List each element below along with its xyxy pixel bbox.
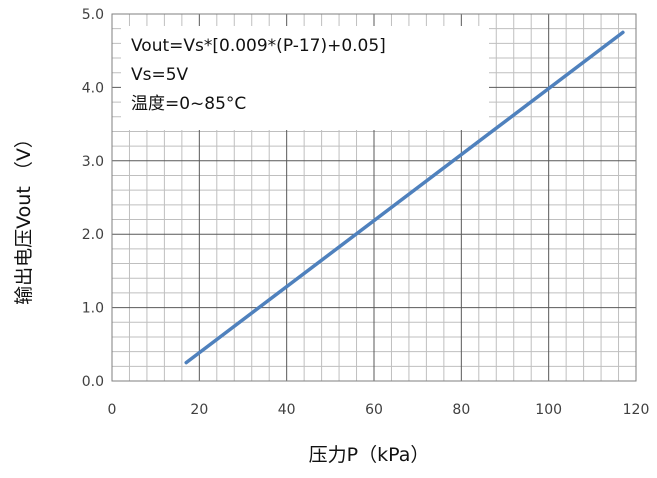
x-tick-label: 20 <box>190 402 208 418</box>
series-line <box>184 30 625 365</box>
x-tick-label: 0 <box>108 402 117 418</box>
y-axis-title: 输出电压Vout （V） <box>13 129 35 305</box>
annotation-box <box>121 26 489 130</box>
y-tick-label: 3.0 <box>82 154 104 170</box>
x-tick-label: 80 <box>452 402 470 418</box>
annotation-temperature-range: 温度=0~85°C <box>131 94 246 114</box>
plot-area-border <box>111 13 637 382</box>
y-tick-label: 0.0 <box>82 374 104 390</box>
y-tick-label: 1.0 <box>82 301 104 317</box>
y-tick-labels: 0.0 1.0 2.0 3.0 4.0 5.0 <box>82 7 104 390</box>
annotation-formula: Vout=Vs*[0.009*(P-17)+0.05] <box>131 36 386 56</box>
x-tick-label: 40 <box>278 402 296 418</box>
y-tick-label: 5.0 <box>82 7 104 23</box>
y-tick-label: 2.0 <box>82 227 104 243</box>
x-axis-title: 压力P（kPa） <box>309 444 430 466</box>
x-tick-label: 60 <box>365 402 383 418</box>
series-layer <box>184 30 625 365</box>
annotation-supply-voltage: Vs=5V <box>131 65 189 85</box>
y-tick-label: 4.0 <box>82 80 104 96</box>
x-tick-label: 100 <box>535 402 562 418</box>
x-tick-labels: 0 20 40 60 80 100 120 <box>108 402 650 418</box>
x-tick-label: 120 <box>623 402 650 418</box>
